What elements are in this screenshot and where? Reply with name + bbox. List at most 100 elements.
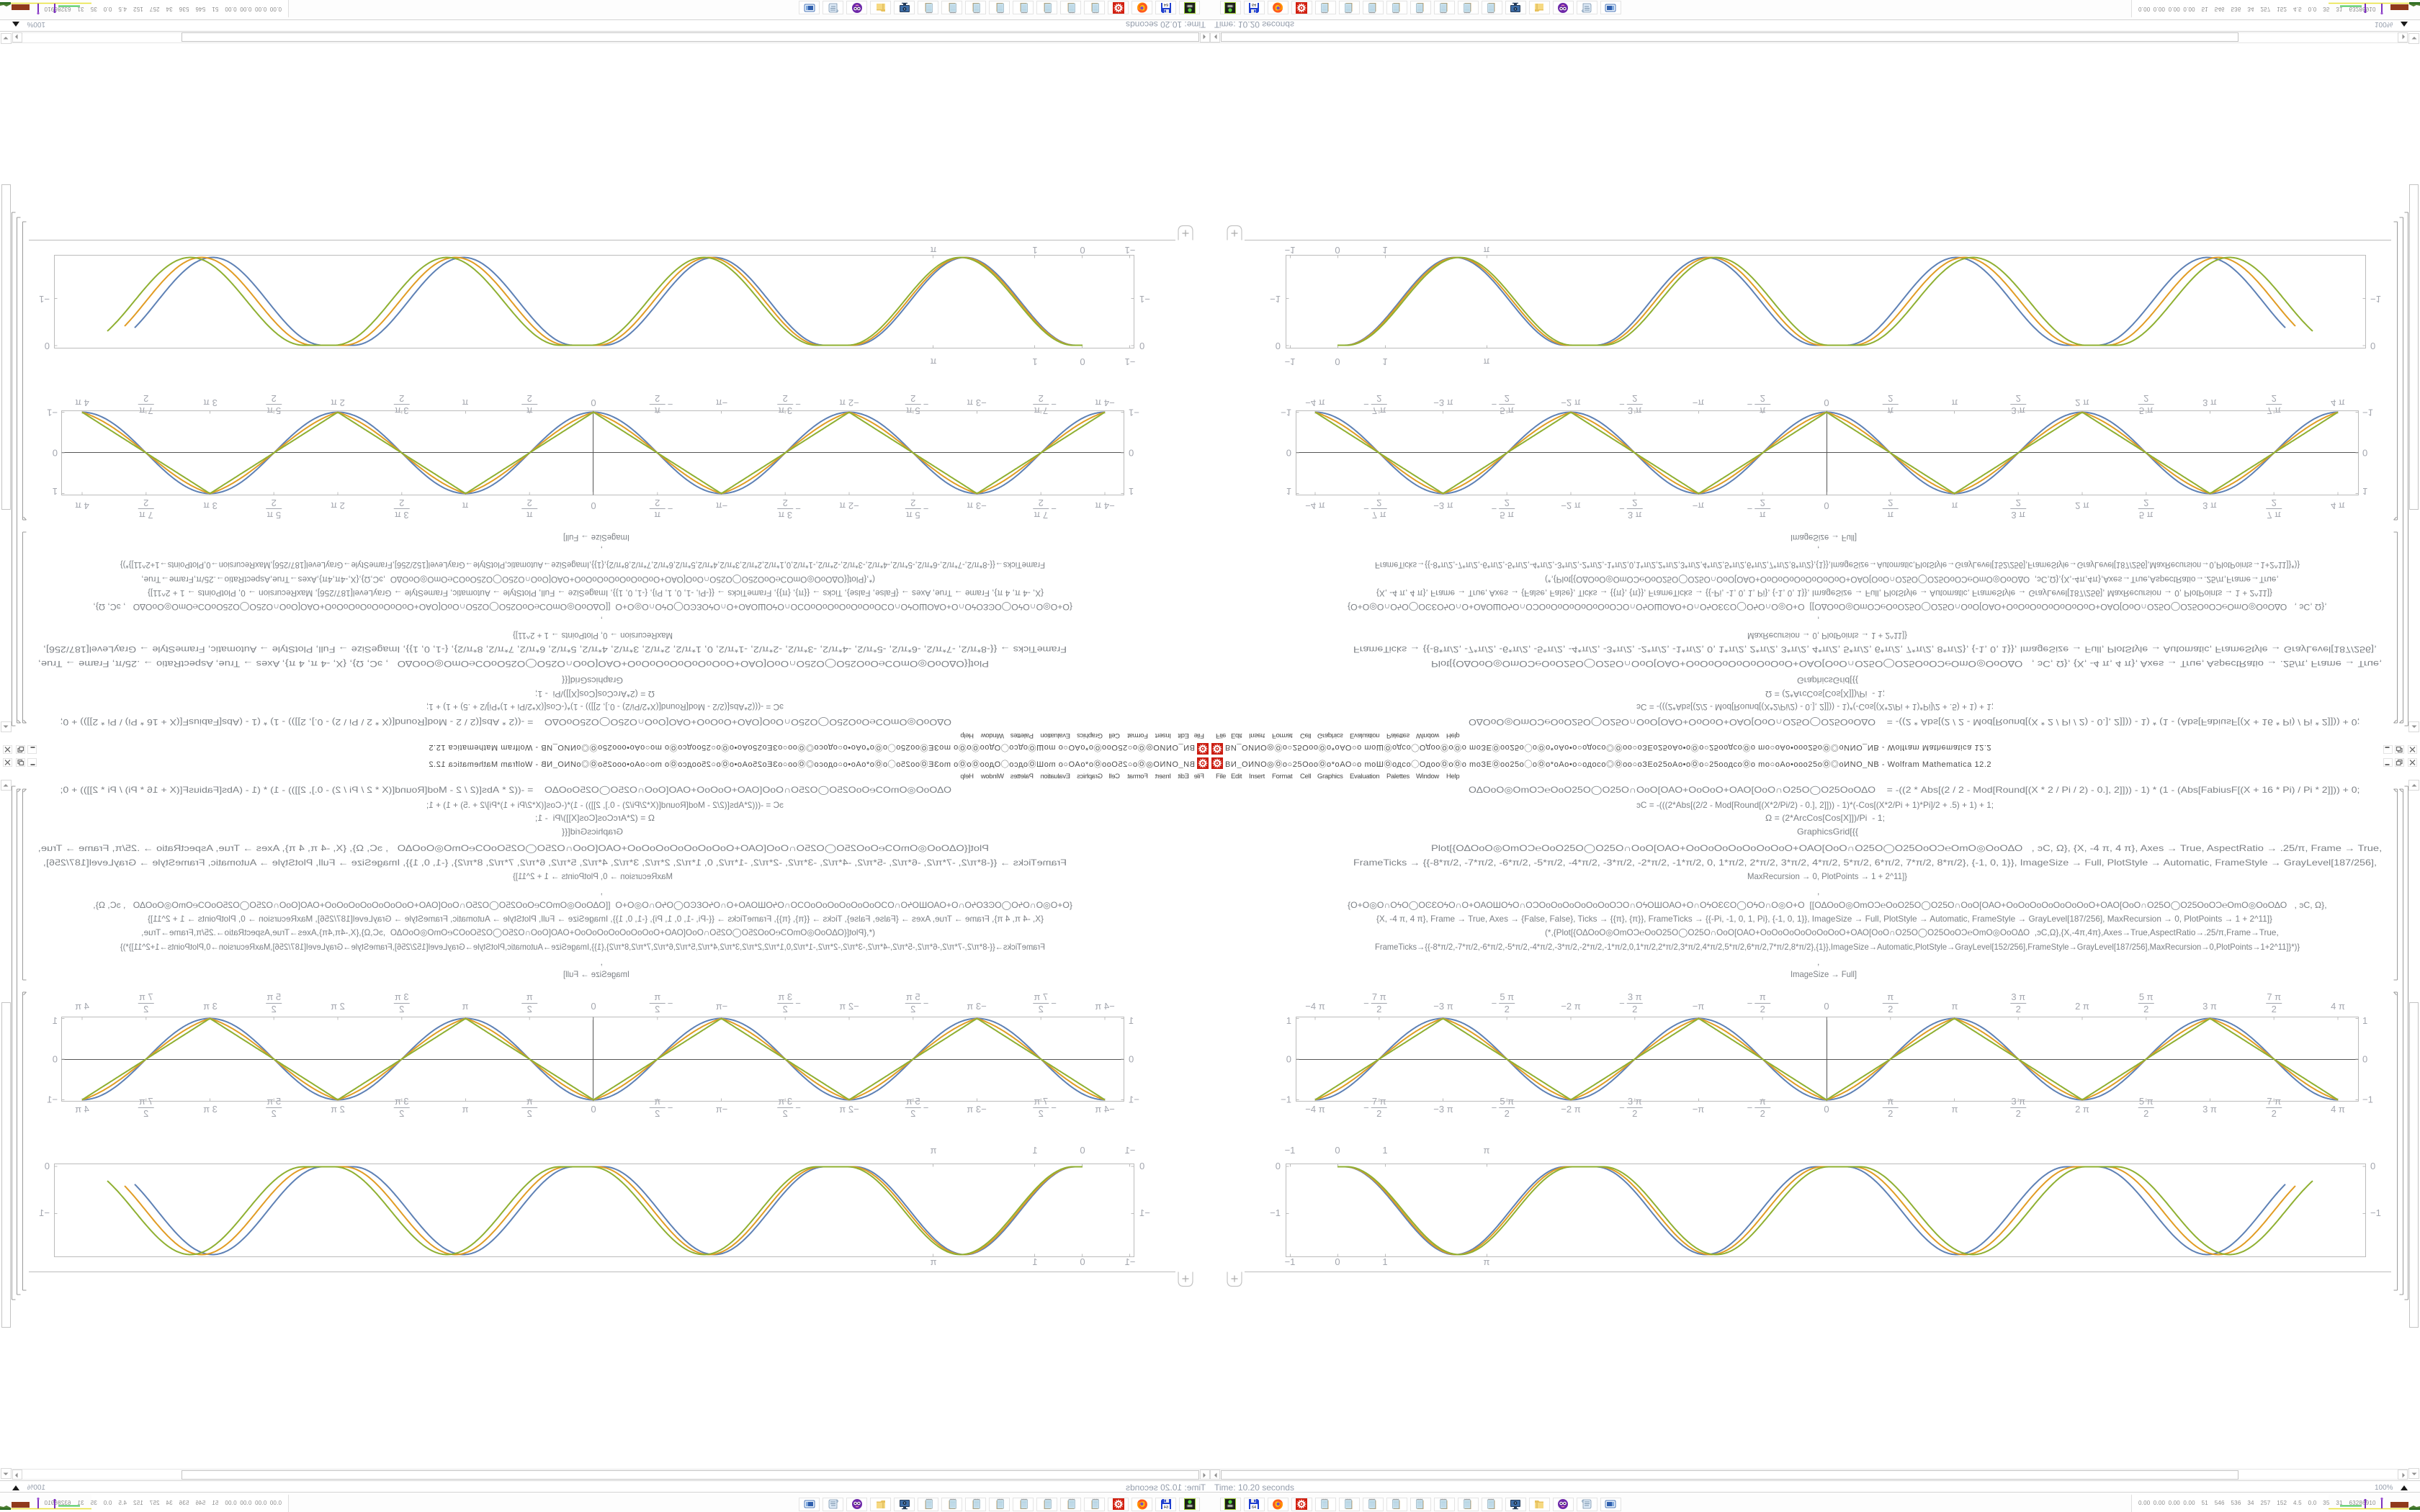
- svg-text:−3 π: −3 π: [967, 397, 986, 408]
- svg-text:3 π: 3 π: [2202, 1104, 2217, 1115]
- svg-text:1: 1: [2362, 486, 2367, 497]
- svg-text:π: π: [1887, 510, 1894, 521]
- svg-text:7 π: 7 π: [1372, 991, 1386, 1002]
- svg-text:−2 π: −2 π: [1561, 397, 1580, 408]
- svg-text:−π: −π: [1693, 397, 1705, 408]
- svg-text:3 π: 3 π: [203, 1001, 218, 1012]
- svg-text:0: 0: [45, 1161, 50, 1171]
- svg-text:5 π: 5 π: [906, 405, 920, 416]
- svg-text:2: 2: [2272, 393, 2277, 404]
- svg-text:−: −: [1363, 1102, 1369, 1113]
- svg-text:7 π: 7 π: [1034, 510, 1048, 521]
- svg-text:7 π: 7 π: [1034, 1096, 1048, 1107]
- svg-text:0: 0: [53, 448, 58, 459]
- svg-text:2: 2: [1760, 1108, 1765, 1119]
- svg-text:4 π: 4 π: [2331, 500, 2345, 511]
- svg-text:2: 2: [1760, 393, 1765, 404]
- svg-text:π: π: [654, 991, 660, 1002]
- svg-text:0: 0: [2362, 1054, 2367, 1065]
- svg-text:5 π: 5 π: [2139, 510, 2154, 521]
- svg-text:7 π: 7 π: [1034, 405, 1048, 416]
- svg-text:2: 2: [1760, 498, 1765, 508]
- svg-text:0: 0: [1129, 1054, 1134, 1065]
- svg-text:1: 1: [1286, 486, 1291, 497]
- svg-text:−: −: [1492, 503, 1497, 514]
- svg-text:−: −: [1051, 399, 1057, 410]
- svg-text:−: −: [795, 998, 801, 1009]
- svg-text:−3 π: −3 π: [1433, 397, 1453, 408]
- svg-text:−4 π: −4 π: [1095, 1104, 1114, 1115]
- svg-text:−1: −1: [2370, 294, 2381, 305]
- svg-text:−1: −1: [1270, 294, 1281, 305]
- svg-text:−1: −1: [2362, 408, 2373, 418]
- svg-text:3 π: 3 π: [778, 510, 792, 521]
- svg-text:2: 2: [655, 393, 660, 404]
- svg-text:3 π: 3 π: [2011, 510, 2025, 521]
- svg-text:0: 0: [1335, 1145, 1340, 1156]
- svg-text:−1: −1: [1139, 1207, 1150, 1218]
- svg-text:π: π: [930, 245, 936, 256]
- svg-text:2: 2: [399, 393, 404, 404]
- svg-text:2: 2: [527, 393, 532, 404]
- svg-text:4 π: 4 π: [2331, 1104, 2345, 1115]
- svg-text:2: 2: [1505, 1108, 1510, 1119]
- svg-text:−2 π: −2 π: [1561, 1001, 1580, 1012]
- svg-text:π: π: [930, 1145, 936, 1156]
- svg-text:−1: −1: [1285, 245, 1296, 256]
- svg-text:3 π: 3 π: [2202, 500, 2217, 511]
- svg-text:−: −: [1051, 998, 1057, 1009]
- svg-text:2: 2: [1376, 498, 1381, 508]
- svg-text:3 π: 3 π: [2011, 405, 2025, 416]
- svg-text:7 π: 7 π: [1372, 405, 1386, 416]
- svg-text:3 π: 3 π: [2011, 991, 2025, 1002]
- svg-text:−1: −1: [47, 1094, 58, 1105]
- svg-text:2: 2: [1039, 393, 1044, 404]
- svg-text:0: 0: [1276, 1161, 1281, 1171]
- svg-text:0: 0: [45, 341, 50, 351]
- svg-text:π: π: [526, 991, 533, 1002]
- svg-text:64: 64: [1164, 2, 1168, 6]
- svg-text:−1: −1: [39, 294, 50, 305]
- svg-text:−π: −π: [716, 1001, 728, 1012]
- svg-text:2: 2: [272, 498, 277, 508]
- svg-text:1: 1: [53, 1015, 58, 1026]
- svg-text:3 π: 3 π: [395, 510, 409, 521]
- svg-text:2: 2: [527, 1108, 532, 1119]
- svg-text:5 π: 5 π: [1500, 405, 1514, 416]
- svg-text:64: 64: [1252, 2, 1256, 6]
- svg-text:−: −: [1619, 503, 1625, 514]
- svg-text:−2 π: −2 π: [839, 500, 859, 511]
- svg-text:2: 2: [1632, 498, 1637, 508]
- svg-text:2: 2: [399, 1004, 404, 1014]
- svg-text:64: 64: [1252, 1506, 1256, 1510]
- svg-text:3 π: 3 π: [203, 397, 218, 408]
- svg-text:−1: −1: [1125, 1145, 1136, 1156]
- svg-text:−1: −1: [47, 408, 58, 418]
- svg-text:π: π: [654, 405, 660, 416]
- svg-text:π: π: [1484, 245, 1490, 256]
- svg-text:2: 2: [2016, 1108, 2021, 1119]
- svg-text:−: −: [923, 1102, 929, 1113]
- svg-text:1: 1: [1032, 1256, 1037, 1267]
- svg-text:2: 2: [1376, 393, 1381, 404]
- svg-text:0: 0: [591, 1104, 596, 1115]
- svg-text:π: π: [462, 500, 468, 511]
- svg-text:−: −: [1619, 1102, 1625, 1113]
- svg-text:π: π: [1952, 500, 1958, 511]
- svg-text:π: π: [1952, 1001, 1958, 1012]
- svg-text:−: −: [1747, 998, 1753, 1009]
- svg-text:−: −: [1492, 1102, 1497, 1113]
- svg-text:0: 0: [1139, 1161, 1144, 1171]
- svg-text:−1: −1: [1285, 1145, 1296, 1156]
- svg-text:−3 π: −3 π: [967, 1104, 986, 1115]
- svg-text:−1: −1: [2362, 1094, 2373, 1105]
- svg-text:0: 0: [591, 397, 596, 408]
- svg-text:π: π: [526, 1096, 533, 1107]
- svg-text:3 π: 3 π: [395, 405, 409, 416]
- svg-text:π: π: [526, 510, 533, 521]
- svg-text:7 π: 7 π: [1372, 1096, 1386, 1107]
- svg-text:−2 π: −2 π: [1561, 1104, 1580, 1115]
- svg-text:−1: −1: [1125, 356, 1136, 367]
- svg-text:−: −: [795, 399, 801, 410]
- svg-text:3 π: 3 π: [2011, 1096, 2025, 1107]
